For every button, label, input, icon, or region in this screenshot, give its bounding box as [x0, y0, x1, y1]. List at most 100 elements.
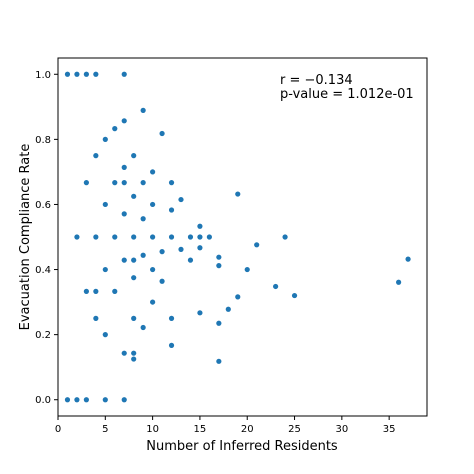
x-tick-label: 10: [146, 424, 159, 435]
scatter-point: [131, 153, 137, 159]
x-tick-label: 30: [335, 424, 348, 435]
x-tick-label: 5: [102, 424, 108, 435]
y-tick-label: 0.2: [35, 330, 51, 341]
scatter-point: [102, 136, 108, 142]
scatter-point: [216, 320, 222, 326]
scatter-point: [150, 201, 156, 208]
scatter-point: [140, 324, 146, 331]
scatter-point: [197, 223, 203, 229]
scatter-point: [112, 234, 118, 240]
y-axis-ticks: 0.0 0.2 0.4 0.6 0.8 1.0: [35, 70, 58, 406]
scatter-point: [93, 153, 99, 159]
scatter-point: [168, 342, 175, 348]
x-tick-label: 20: [241, 424, 254, 435]
x-axis-ticks: 0 5 10 15 20 25 30 35: [55, 416, 396, 435]
scatter-point: [121, 397, 127, 403]
x-tick-label: 25: [288, 424, 301, 435]
scatter-point: [74, 397, 80, 403]
p-value-annotation: p-value = 1.012e-01: [280, 87, 414, 102]
scatter-point: [159, 278, 165, 284]
y-tick-label: 1.0: [35, 70, 51, 81]
scatter-point: [197, 310, 203, 316]
scatter-point: [150, 234, 156, 240]
scatter-point: [93, 234, 99, 240]
scatter-point: [216, 254, 222, 260]
scatter-point: [131, 356, 137, 362]
scatter-point: [83, 288, 89, 294]
scatter-point: [64, 71, 71, 77]
scatter-point: [121, 118, 127, 124]
scatter-point: [74, 234, 80, 240]
scatter-point: [140, 180, 146, 186]
plot-area: [57, 57, 428, 417]
scatter-point: [121, 350, 127, 356]
scatter-point: [168, 207, 175, 213]
scatter-point: [405, 256, 411, 262]
scatter-point: [121, 71, 127, 77]
scatter-point: [235, 191, 241, 197]
scatter-point: [216, 358, 222, 364]
scatter-point: [273, 283, 279, 290]
scatter-point: [178, 246, 184, 252]
scatter-point: [187, 257, 194, 263]
scatter-point: [112, 180, 118, 186]
scatter-point: [102, 397, 108, 403]
scatter-point: [93, 71, 99, 77]
scatter-point: [83, 397, 89, 403]
scatter-point: [187, 234, 194, 240]
scatter-point: [93, 315, 99, 321]
scatter-point: [282, 234, 288, 240]
scatter-point: [102, 201, 108, 208]
scatter-point: [168, 180, 175, 186]
scatter-point: [93, 288, 99, 294]
scatter-point: [178, 196, 184, 203]
scatter-point: [83, 180, 89, 186]
scatter-point: [112, 126, 118, 132]
x-axis-label: Number of Inferred Residents: [146, 439, 338, 454]
scatter-point: [150, 169, 156, 175]
scatter-point: [225, 306, 231, 312]
scatter-point: [112, 288, 118, 294]
scatter-point: [102, 332, 108, 338]
scatter-point: [159, 249, 165, 255]
scatter-point: [254, 242, 260, 248]
scatter-point: [197, 245, 203, 251]
x-tick-label: 15: [194, 424, 207, 435]
scatter-point: [121, 164, 127, 170]
scatter-point: [168, 315, 175, 321]
scatter-point: [197, 234, 203, 240]
scatter-point: [131, 350, 137, 356]
scatter-point: [150, 266, 156, 273]
scatter-point: [83, 71, 89, 77]
scatter-point: [140, 107, 146, 113]
scatter-point: [102, 266, 108, 273]
y-tick-label: 0.4: [35, 265, 51, 276]
x-tick-label: 0: [55, 424, 61, 435]
scatter-point: [131, 257, 137, 263]
scatter-point: [159, 130, 165, 137]
scatter-point: [291, 292, 298, 299]
scatter-point: [64, 397, 71, 403]
scatter-point: [206, 234, 212, 240]
scatter-point: [244, 266, 250, 273]
scatter-point: [131, 275, 137, 281]
scatter-point: [396, 279, 402, 285]
scatter-point: [121, 257, 127, 263]
x-tick-label: 35: [383, 424, 396, 435]
correlation-annotation: r = −0.134: [280, 73, 353, 88]
scatter-point: [131, 234, 137, 240]
scatter-point: [131, 315, 137, 321]
scatter-point: [74, 71, 80, 77]
scatter-point: [131, 193, 137, 199]
scatter-point: [121, 211, 127, 217]
scatter-point: [140, 252, 146, 258]
scatter-point: [140, 216, 146, 222]
scatter-point: [216, 263, 222, 269]
scatter-point: [168, 234, 175, 240]
y-tick-label: 0.8: [35, 135, 51, 146]
y-axis-label: Evacuation Compliance Rate: [18, 144, 33, 331]
scatter-point: [235, 294, 241, 300]
y-tick-label: 0.6: [35, 200, 51, 211]
data-points: [64, 71, 411, 403]
